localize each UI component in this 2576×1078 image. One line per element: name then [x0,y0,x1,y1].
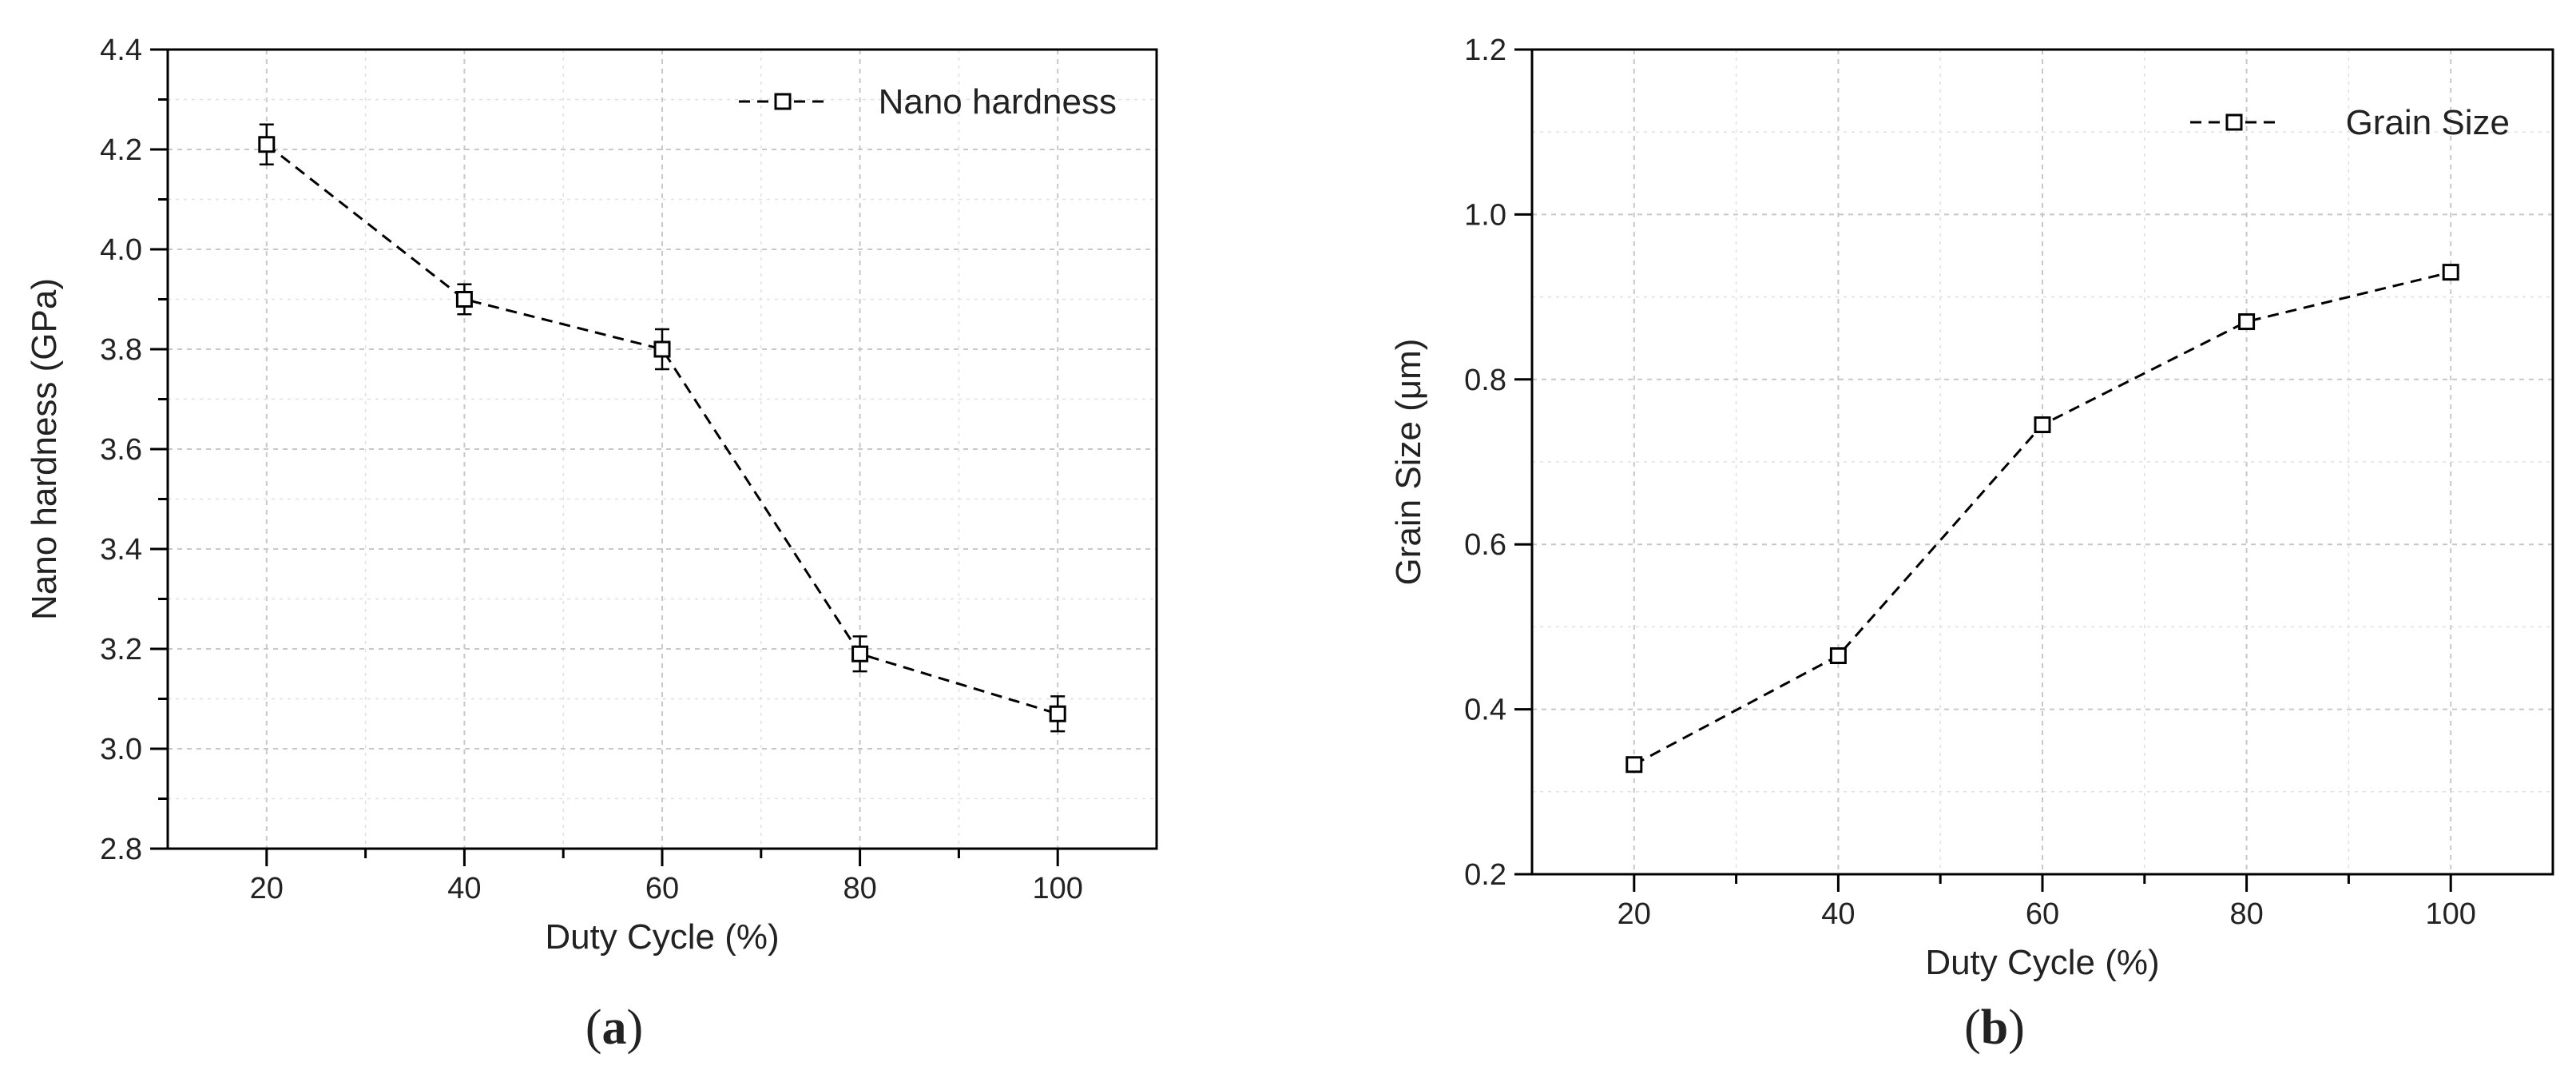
x-tick-label: 40 [447,872,481,905]
x-tick-label: 100 [1032,872,1082,905]
panel-caption-letter: a [602,1000,627,1055]
legend-marker [2225,113,2243,131]
y-axis-label: Nano hardness (GPa) [25,278,64,620]
x-axis-label: Duty Cycle (%) [545,917,779,957]
y-tick-label: 3.8 [100,333,142,367]
legend-label: Nano hardness [879,82,1117,121]
data-point [1049,705,1066,722]
panel-caption: (a) [585,1000,643,1055]
y-tick-label: 0.4 [1464,694,1506,727]
y-tick-label: 0.6 [1464,528,1506,562]
x-tick-label: 60 [2026,897,2059,931]
x-tick-label: 80 [2229,897,2263,931]
data-point [1625,756,1643,774]
y-axis-label: Grain Size (μm) [1389,339,1428,586]
y-tick-label: 4.2 [100,133,142,167]
y-tick-label: 1.2 [1464,34,1506,67]
data-point [258,136,276,153]
data-point [2238,313,2256,331]
gridlines [168,50,1157,849]
data-point [1829,647,1847,665]
legend-marker [774,93,792,110]
y-tick-label: 2.8 [100,833,142,866]
data-point [653,340,671,358]
data-point [2034,416,2051,434]
x-tick-label: 100 [2425,897,2475,931]
y-tick-label: 0.8 [1464,364,1506,397]
chart-panel-a: 20 40 60 80 100 2.8 3.0 3.2 3.4 3.6 3.8 4.0 4.2 4.4 Du… [25,34,1158,1055]
series-line [265,143,1058,715]
legend-label: Grain Size [2346,103,2510,142]
data-point [2442,264,2459,281]
series-line [1633,271,2451,766]
y-tick-label: 0.2 [1464,858,1506,892]
legend: Nano hardness [739,82,1117,121]
y-tick-label: 3.0 [100,733,142,766]
chart-panel-b: 20 40 60 80 100 0.2 0.4 0.6 0.8 1.0 1.2 Duty Cycle … [1389,34,2554,1055]
y-tick-label: 3.4 [100,533,142,567]
y-tick-label: 3.6 [100,433,142,467]
x-tick-label: 20 [1617,897,1651,931]
y-tick-label: 4.0 [100,233,142,267]
x-tick-label: 40 [1821,897,1855,931]
y-tick-label: 1.0 [1464,198,1506,232]
gridlines [1532,50,2553,874]
x-tick-label: 60 [645,872,679,905]
panel-caption-letter: b [1981,1000,2008,1055]
series-0 [1625,264,2459,774]
x-tick-label: 20 [250,872,284,905]
y-tick-label: 4.4 [100,34,142,67]
legend: Grain Size [2190,103,2510,142]
data-point [455,291,473,308]
data-point [851,645,869,662]
x-tick-label: 80 [843,872,876,905]
y-tick-label: 3.2 [100,633,142,666]
x-axis-label: Duty Cycle (%) [1925,943,2159,982]
panel-caption: (b) [1964,1000,2025,1055]
series-0 [258,123,1066,733]
